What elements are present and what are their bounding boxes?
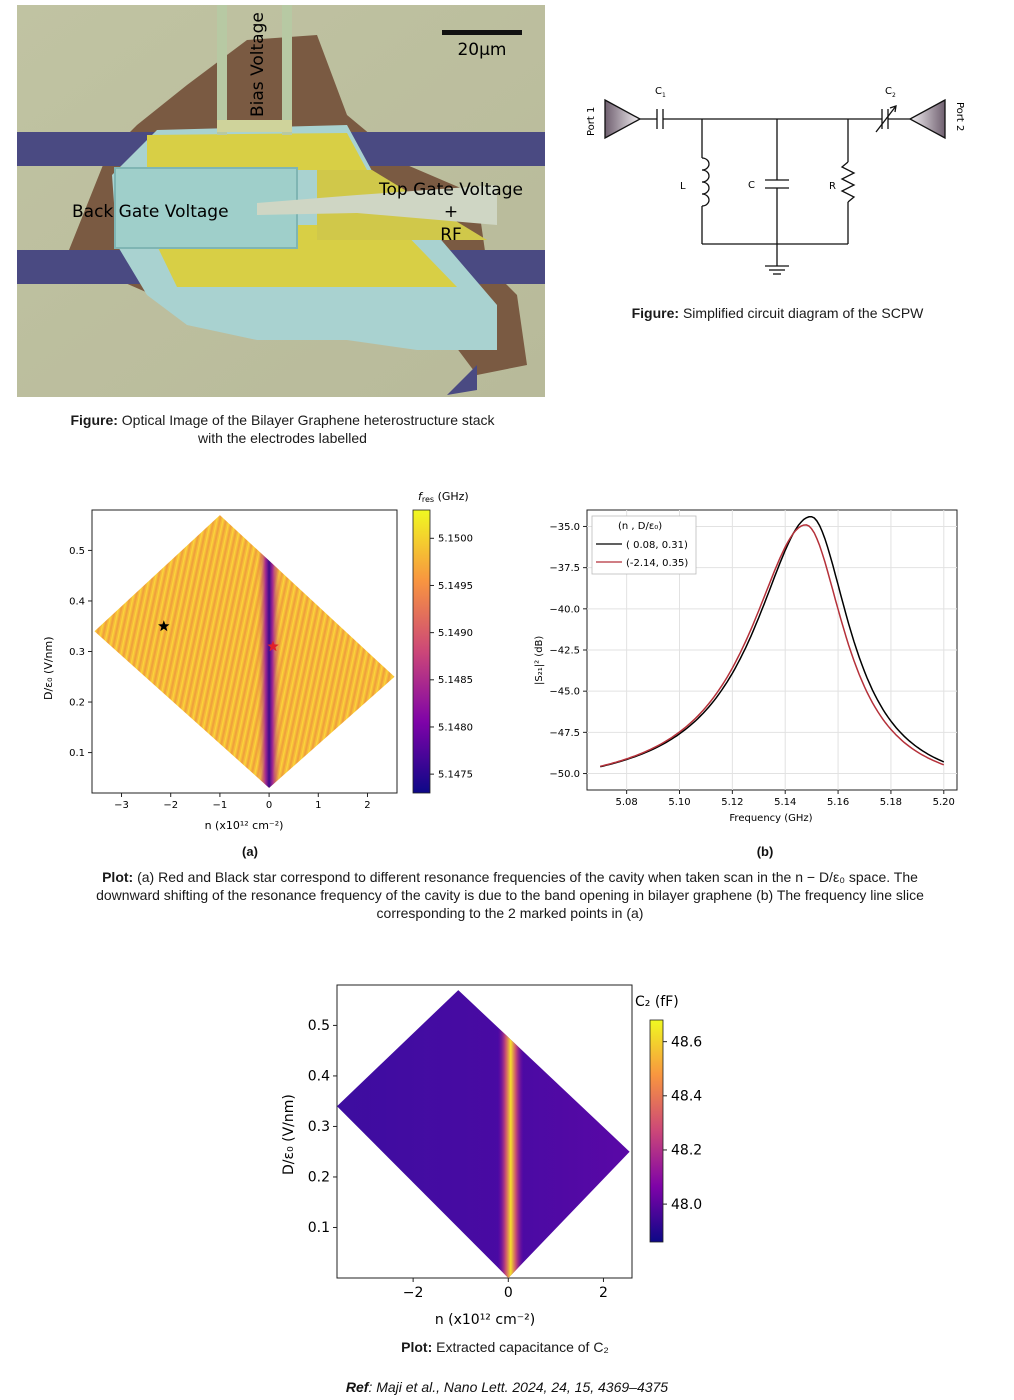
legend-b — [591, 515, 697, 575]
colorbar-tick-label: 48.4 — [671, 1088, 702, 1104]
colorbar-tick-label: 5.1490 — [438, 628, 473, 639]
x-tick-label: −2 — [163, 800, 178, 811]
spectrum-b-ylabel: |S₂₁|² (dB) — [534, 636, 545, 685]
rf-label: RF — [440, 225, 462, 245]
colorbar-tick-label: 48.0 — [671, 1197, 702, 1213]
x-tick-label: 5.18 — [880, 797, 902, 808]
y-tick-label: 0.1 — [69, 748, 85, 759]
y-tick-label: −45.0 — [549, 687, 580, 698]
port2-label: Port 2 — [954, 102, 965, 131]
colorbar-a — [412, 509, 431, 794]
c2-label: C2 — [885, 86, 896, 99]
y-tick-label: 0.3 — [308, 1119, 330, 1135]
y-tick-label: 0.4 — [69, 596, 85, 607]
x-tick-label: 5.08 — [616, 797, 638, 808]
top-gate-label: Top Gate Voltage — [378, 180, 523, 200]
series-line — [600, 524, 945, 768]
port2-shape — [908, 98, 946, 140]
y-tick-label: 0.3 — [69, 647, 85, 658]
y-tick-label: −42.5 — [549, 646, 580, 657]
y-tick-label: −47.5 — [549, 728, 580, 739]
heatmap-c-ylabel: D/ε₀ (V/nm) — [281, 1094, 297, 1175]
x-tick-label: 5.12 — [721, 797, 743, 808]
x-tick-label: 2 — [599, 1285, 608, 1301]
panel-a-label: (a) — [242, 844, 258, 859]
colorbar-tick-label: 5.1475 — [438, 769, 473, 780]
plot-caption: Plot: (a) Red and Black star correspond … — [96, 869, 924, 921]
spectrum-b: 5.08 5.10 5.12 5.14 5.16 5.18 5.20 −35.0 −37.5 −4… — [534, 509, 958, 824]
colorbar-tick-label: 5.1485 — [438, 675, 473, 686]
y-tick-label: −40.0 — [549, 604, 580, 615]
star-marker — [158, 620, 170, 632]
y-tick-label: −35.0 — [549, 522, 580, 533]
colorbar-tick-label: 5.1495 — [438, 581, 473, 592]
x-tick-label: 5.16 — [827, 797, 849, 808]
colorbar-tick-label: 5.1500 — [438, 534, 473, 545]
x-tick-label: 1 — [315, 800, 321, 811]
legend-title: (n , D/ε₀) — [618, 521, 662, 532]
legend-entry-red: (-2.14, 0.35) — [626, 558, 688, 569]
c1-label: C1 — [655, 86, 666, 99]
x-tick-label: 0 — [504, 1285, 513, 1301]
panel-b-label: (b) — [756, 844, 774, 859]
colorbar-tick-label: 5.1480 — [438, 722, 473, 733]
y-tick-label: −37.5 — [549, 563, 580, 574]
r-label: R — [829, 181, 836, 192]
circuit-diagram: Port 1 Port 2 C1 C2 L C R — [586, 86, 965, 275]
y-tick-label: −50.0 — [549, 769, 580, 780]
photo-caption: Figure: Optical Image of the Bilayer Gra… — [70, 412, 495, 446]
l-label: L — [680, 181, 686, 192]
x-tick-label: −2 — [403, 1285, 424, 1301]
x-tick-label: 5.10 — [668, 797, 690, 808]
heatmap-a-xlabel: n (x10¹² cm⁻²) — [205, 819, 284, 832]
x-tick-label: 2 — [364, 800, 370, 811]
y-tick-label: 0.1 — [308, 1220, 330, 1236]
y-tick-label: 0.2 — [69, 697, 85, 708]
back-gate-label: Back Gate Voltage — [72, 202, 229, 222]
reference-line: Ref: Maji et al., Nano Lett. 2024, 24, 1… — [345, 1379, 669, 1395]
colorbar-a-title: fres (GHz) — [418, 490, 469, 504]
heatmap-c-xlabel: n (x10¹² cm⁻²) — [435, 1312, 535, 1328]
x-tick-label: 0 — [266, 800, 272, 811]
y-tick-label: 0.4 — [308, 1069, 330, 1085]
heatmap-c: −2 0 2 0.1 0.2 0.3 0.4 0.5 48.0 48.2 48.4 48.6 C₂ … — [281, 984, 702, 1328]
optical-image: 20μm Bias Voltage Back Gate Voltage Top … — [17, 5, 545, 397]
spectrum-b-xlabel: Frequency (GHz) — [729, 813, 812, 824]
y-tick-label: 0.5 — [308, 1018, 330, 1034]
c-label: C — [748, 180, 755, 191]
bias-voltage-label: Bias Voltage — [248, 12, 268, 117]
colorbar-c — [649, 1019, 664, 1243]
heatmap-a: −3 −2 −1 0 1 2 0.1 0.2 0.3 0.4 0.5 5.1475 5.1480 5.1… — [42, 490, 473, 832]
capacitance-caption: Plot: Extracted capacitance of C₂ — [401, 1339, 609, 1355]
port1-shape — [604, 98, 642, 140]
y-tick-label: 0.2 — [308, 1170, 330, 1186]
colorbar-c-title: C₂ (fF) — [635, 994, 679, 1010]
x-tick-label: −3 — [114, 800, 129, 811]
series-line — [600, 515, 945, 768]
plus-label: + — [444, 202, 458, 222]
colorbar-tick-label: 48.2 — [671, 1143, 702, 1159]
legend-entry-black: ( 0.08, 0.31) — [626, 540, 688, 551]
x-tick-label: 5.20 — [933, 797, 955, 808]
port1-label: Port 1 — [586, 107, 597, 136]
scalebar-label: 20μm — [457, 40, 506, 60]
star-marker — [267, 640, 279, 652]
x-tick-label: 5.14 — [774, 797, 796, 808]
y-tick-label: 0.5 — [69, 546, 85, 557]
colorbar-tick-label: 48.6 — [671, 1034, 702, 1050]
circuit-caption: Figure: Simplified circuit diagram of th… — [631, 305, 924, 321]
heatmap-a-ylabel: D/ε₀ (V/nm) — [42, 636, 55, 700]
x-tick-label: −1 — [213, 800, 228, 811]
